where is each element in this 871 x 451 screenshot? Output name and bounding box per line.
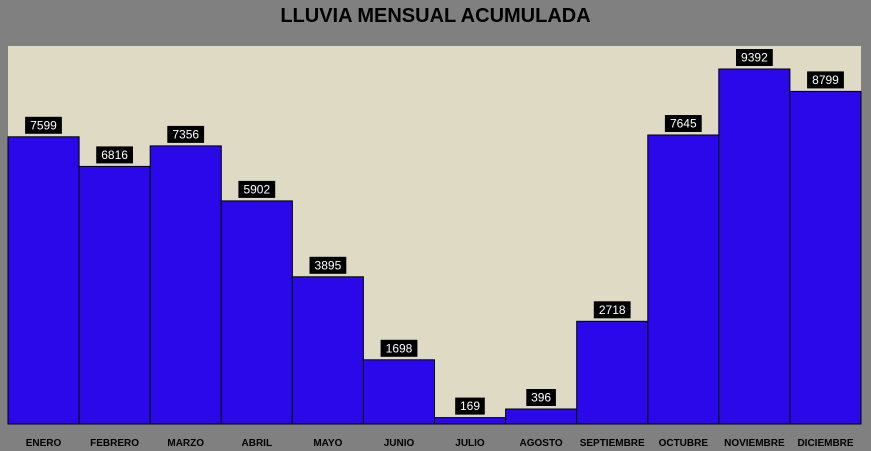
data-label-box (380, 339, 418, 357)
data-label-box (455, 397, 485, 415)
data-label-box (25, 116, 62, 134)
category-label-julio: JULIO (455, 438, 485, 449)
data-label-box (736, 49, 773, 66)
data-label-text: 7356 (172, 127, 199, 141)
category-label-enero: ENERO (26, 438, 62, 449)
bar-enero (7, 136, 80, 425)
data-label-text: 7599 (30, 118, 57, 132)
category-label-noviembre: NOVIEMBRE (724, 438, 785, 449)
data-label-box (167, 125, 205, 143)
data-label-text: 396 (531, 391, 551, 405)
data-label-junio: 1698 (380, 339, 418, 357)
data-label-box (238, 180, 276, 198)
bar-mayo (291, 276, 364, 425)
category-label-marzo: MARZO (167, 438, 204, 449)
data-label-text: 1698 (386, 341, 413, 355)
data-label-text: 7645 (670, 117, 697, 131)
value-labels-group: 7599 6816 7356 5902 3895 1698 169 396 2718 7645 93… (25, 49, 844, 415)
bar-febrero (78, 165, 151, 425)
data-label-text: 9392 (741, 51, 768, 65)
bars-group (7, 68, 862, 425)
data-label-text: 5902 (243, 182, 270, 196)
category-label-junio: JUNIO (384, 438, 415, 449)
bar-septiembre (576, 320, 649, 425)
data-label-marzo: 7356 (167, 125, 205, 143)
data-label-agosto: 396 (526, 389, 556, 406)
data-label-text: 3895 (315, 258, 342, 272)
data-label-text: 169 (460, 399, 480, 413)
data-label-mayo: 3895 (309, 256, 347, 274)
data-label-box (309, 256, 347, 274)
data-label-text: 6816 (101, 148, 128, 162)
chart-title: LLUVIA MENSUAL ACUMULADA (280, 5, 591, 27)
category-label-diciembre: DICIEMBRE (797, 438, 853, 449)
data-label-text: 2718 (599, 303, 626, 317)
bar-octubre (647, 134, 720, 425)
data-label-abril: 5902 (238, 180, 276, 198)
data-label-box (664, 115, 702, 132)
data-label-box (593, 301, 631, 319)
data-label-box (96, 146, 133, 164)
data-label-julio: 169 (455, 397, 485, 415)
bar-diciembre (789, 90, 862, 425)
data-label-febrero: 6816 (96, 146, 133, 164)
data-label-septiembre: 2718 (593, 301, 631, 319)
bar-marzo (149, 145, 222, 425)
data-label-box (526, 389, 556, 406)
data-label-diciembre: 8799 (807, 71, 844, 89)
data-label-noviembre: 9392 (736, 49, 773, 66)
category-label-agosto: AGOSTO (520, 438, 563, 449)
data-label-enero: 7599 (25, 116, 62, 134)
bar-junio (362, 359, 435, 425)
category-label-mayo: MAYO (313, 438, 342, 449)
bar-agosto (505, 408, 578, 425)
category-label-septiembre: SEPTIEMBRE (580, 438, 645, 449)
category-label-abril: ABRIL (242, 438, 273, 449)
data-label-box (807, 71, 844, 89)
bar-abril (220, 200, 293, 425)
category-label-febrero: FEBRERO (90, 438, 139, 449)
data-label-text: 8799 (812, 73, 839, 87)
category-labels-group: ENERO FEBRERO MARZO ABRIL MAYO JUNIO JULIO AGOS… (26, 438, 854, 449)
bar-noviembre (718, 68, 791, 425)
data-label-octubre: 7645 (664, 115, 702, 132)
category-label-octubre: OCTUBRE (659, 438, 709, 449)
bar-julio (434, 417, 507, 425)
